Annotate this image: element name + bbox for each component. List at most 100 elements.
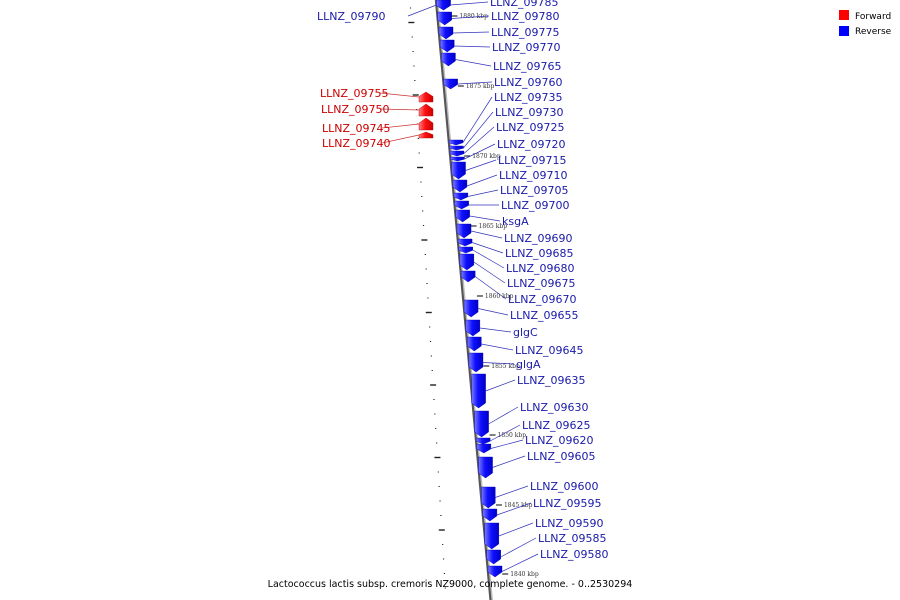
- reverse-gene-label: LLNZ_09710: [499, 169, 568, 182]
- reverse-gene-label: LLNZ_09760: [494, 76, 563, 89]
- gene-leader-line: [489, 424, 521, 442]
- scale-tick-label: 1850 kbp: [498, 432, 527, 439]
- reverse-gene-label: LLNZ_09765: [493, 60, 562, 73]
- reverse-gene-label: glgC: [513, 326, 538, 339]
- reverse-gene-arrow: [475, 437, 491, 445]
- scale-tick-label: 1840 kbp: [510, 571, 539, 578]
- reverse-gene-label: LLNZ_09725: [496, 121, 565, 134]
- gene-leader-line: [450, 1, 489, 6]
- reverse-gene-label: LLNZ_09590: [535, 517, 604, 530]
- reverse-gene-label: ksgA: [502, 215, 529, 228]
- gene-leader-line: [380, 108, 420, 111]
- gene-leader-line: [474, 276, 507, 300]
- gene-leader-line: [470, 230, 503, 239]
- reverse-gene-label: LLNZ_09720: [497, 138, 566, 151]
- forward-gene-arrow: [418, 91, 434, 103]
- scale-tick-label: 1875 kbp: [466, 83, 495, 90]
- gene-leader-line: [451, 15, 490, 19]
- gene-leader-line: [501, 553, 539, 572]
- gene-leader-line: [462, 96, 493, 143]
- gene-leader-line: [407, 4, 437, 17]
- reverse-gene-arrow: [458, 246, 473, 254]
- gene-leader-line: [473, 261, 506, 284]
- reverse-gene-arrow: [459, 253, 475, 271]
- gene-leader-line: [481, 343, 514, 351]
- reverse-gene-arrow: [441, 52, 456, 67]
- reverse-gene-arrow: [471, 373, 486, 409]
- reverse-gene-label: LLNZ_09680: [506, 262, 575, 275]
- reverse-gene-label: LLNZ_09625: [522, 419, 591, 432]
- forward-gene-arrow: [418, 103, 434, 117]
- scale-tick-label: 1855 kbp: [491, 363, 520, 370]
- forward-gene-label: LLNZ_09745: [322, 122, 391, 135]
- reverse-gene-label: LLNZ_09700: [501, 199, 570, 212]
- reverse-gene-arrow: [451, 161, 466, 180]
- gene-leader-line: [463, 126, 495, 154]
- reverse-gene-arrow: [463, 299, 479, 318]
- gene-leader-line: [454, 45, 491, 48]
- gene-leader-line: [463, 111, 494, 149]
- gene-leader-line: [464, 143, 496, 160]
- gene-leader-line: [452, 31, 490, 34]
- forward-gene-arrow: [418, 131, 434, 139]
- minor-tick-layer: [408, 7, 446, 589]
- reverse-gene-arrow: [453, 192, 469, 201]
- reverse-gene-label: LLNZ_09600: [530, 480, 599, 493]
- reverse-gene-arrow: [486, 549, 501, 565]
- legend-forward-swatch: [839, 10, 849, 20]
- gene-leader-line: [485, 379, 516, 392]
- reverse-gene-label: LLNZ_09595: [533, 497, 602, 510]
- gene-leader-line: [495, 485, 529, 498]
- reverse-gene-arrow: [476, 443, 492, 454]
- reverse-gene-arrow: [465, 319, 481, 337]
- forward-gene-label: LLNZ_09755: [320, 87, 389, 100]
- gene-leader-line: [496, 502, 532, 516]
- scale-tick-layer: 1880 kbp 1875 kbp 1870 kbp 1865 kbp 1860 kbp…: [451, 13, 539, 578]
- reverse-gene-label: LLNZ_09655: [510, 309, 579, 322]
- gene-leader-line: [490, 439, 524, 449]
- reverse-gene-arrow: [460, 270, 476, 283]
- reverse-gene-label: LLNZ_09780: [491, 10, 560, 23]
- reverse-gene-label: LLNZ_09580: [540, 548, 609, 561]
- reverse-gene-arrow: [484, 522, 499, 550]
- reverse-gene-arrow: [438, 26, 454, 40]
- reverse-gene-arrow: [454, 200, 469, 210]
- gene-leader-line: [465, 159, 497, 171]
- forward-gene-label: LLNZ_09740: [322, 137, 391, 150]
- reverse-gene-label: LLNZ_09770: [492, 41, 561, 54]
- scale-tick-label: 1870 kbp: [472, 153, 501, 160]
- reverse-gene-arrow: [436, 0, 451, 11]
- gene-leader-line: [466, 174, 498, 187]
- gene-leader-line: [471, 242, 504, 254]
- reverse-gene-label: LLNZ_09730: [495, 106, 564, 119]
- forward-gene-arrow: [418, 117, 434, 131]
- reverse-gene-arrow: [452, 179, 468, 193]
- scale-tick-label: 1860 kbp: [485, 293, 514, 300]
- reverse-gene-label: LLNZ_09585: [538, 532, 607, 545]
- reverse-gene-arrow: [468, 352, 484, 373]
- reverse-gene-arrow: [443, 78, 458, 90]
- scale-tick-label: 1865 kbp: [479, 223, 508, 230]
- reverse-gene-label: LLNZ_09690: [504, 232, 573, 245]
- reverse-gene-label: LLNZ_09645: [515, 344, 584, 357]
- gene-leader-line: [500, 537, 537, 558]
- gene-leader-line: [492, 455, 526, 468]
- reverse-gene-label: LLNZ_09715: [498, 154, 567, 167]
- legend-reverse-swatch: [839, 26, 849, 36]
- gene-leader-line: [469, 215, 501, 222]
- reverse-gene-arrow: [450, 156, 465, 162]
- gene-leader-line: [467, 189, 499, 197]
- gene-leader-line: [498, 522, 534, 537]
- reverse-gene-label: LLNZ_09735: [494, 91, 563, 104]
- reverse-gene-arrow: [449, 145, 464, 151]
- reverse-gene-arrow: [482, 508, 498, 522]
- scale-tick-label: 1845 kbp: [504, 502, 533, 509]
- legend-reverse-label: Reverse: [855, 27, 892, 37]
- reverse-gene-arrow: [437, 11, 452, 26]
- reverse-gene-label: LLNZ_09705: [500, 184, 569, 197]
- reverse-gene-arrow: [467, 336, 482, 352]
- reverse-gene-label: LLNZ_09685: [505, 247, 574, 260]
- reverse-gene-arrow: [448, 139, 464, 146]
